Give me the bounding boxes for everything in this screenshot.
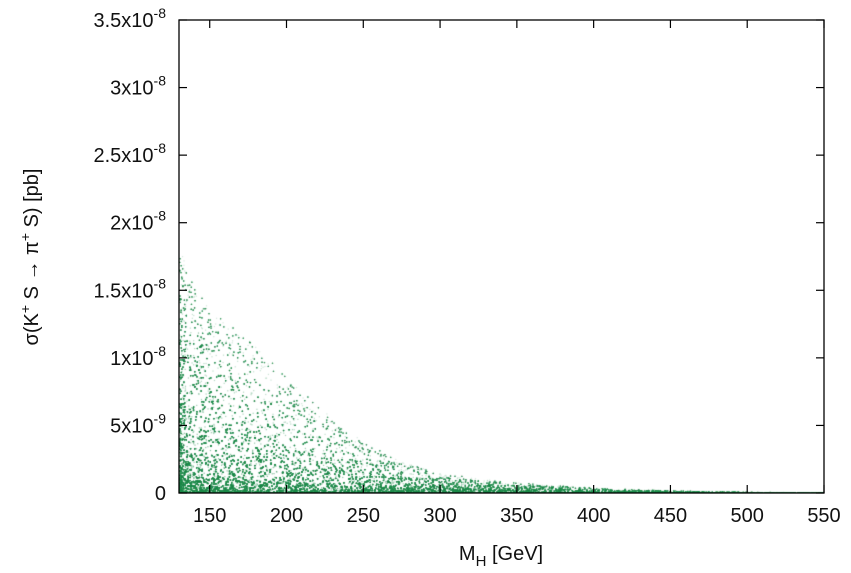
y-tick-label: 3.5x10-8 (93, 5, 166, 32)
scatter-points (179, 20, 824, 493)
x-axis-title-main: M (459, 543, 476, 565)
x-tick-label: 200 (270, 505, 303, 527)
x-tick-label: 400 (577, 505, 610, 527)
scatter-density (179, 20, 824, 493)
x-tick-label: 250 (347, 505, 380, 527)
x-tick-label: 150 (193, 505, 226, 527)
y-tick-label: 5x10-9 (110, 410, 166, 437)
x-tick-label: 450 (654, 505, 687, 527)
x-tick-label: 550 (807, 505, 840, 527)
x-axis-title-subscript: H (476, 553, 487, 570)
y-tick-label: 2.5x10-8 (93, 140, 166, 167)
y-axis-title-sup1: + (17, 305, 33, 313)
y-axis-ticks: 0 5x10-9 1x10-8 1.5x10-8 2x10-8 2.5x10-8 3x10-… (93, 5, 824, 505)
x-tick-label: 500 (731, 505, 764, 527)
x-tick-label: 350 (500, 505, 533, 527)
y-tick-label: 1x10-8 (110, 343, 166, 370)
y-axis-title-post: S) [pb] (21, 168, 43, 232)
y-tick-label: 1.5x10-8 (93, 275, 166, 302)
y-tick-label: 0 (155, 483, 166, 505)
x-axis-title-unit: [GeV] (492, 543, 543, 565)
y-axis-title: σ(K+ S → π+ S) [pb] (17, 168, 43, 345)
y-tick-label: 2x10-8 (110, 208, 166, 235)
plot-frame (178, 19, 825, 494)
x-tick-label: 300 (423, 505, 456, 527)
y-axis-title-sup2: + (17, 233, 33, 241)
x-axis-ticks: 150 200 250 300 350 400 450 500 550 (193, 20, 841, 527)
y-tick-label: 3x10-8 (110, 73, 166, 100)
x-axis-title: MH [GeV] (459, 543, 543, 570)
y-axis-title-mid: S → π (21, 241, 43, 305)
y-axis-title-pre: σ(K (21, 313, 43, 346)
